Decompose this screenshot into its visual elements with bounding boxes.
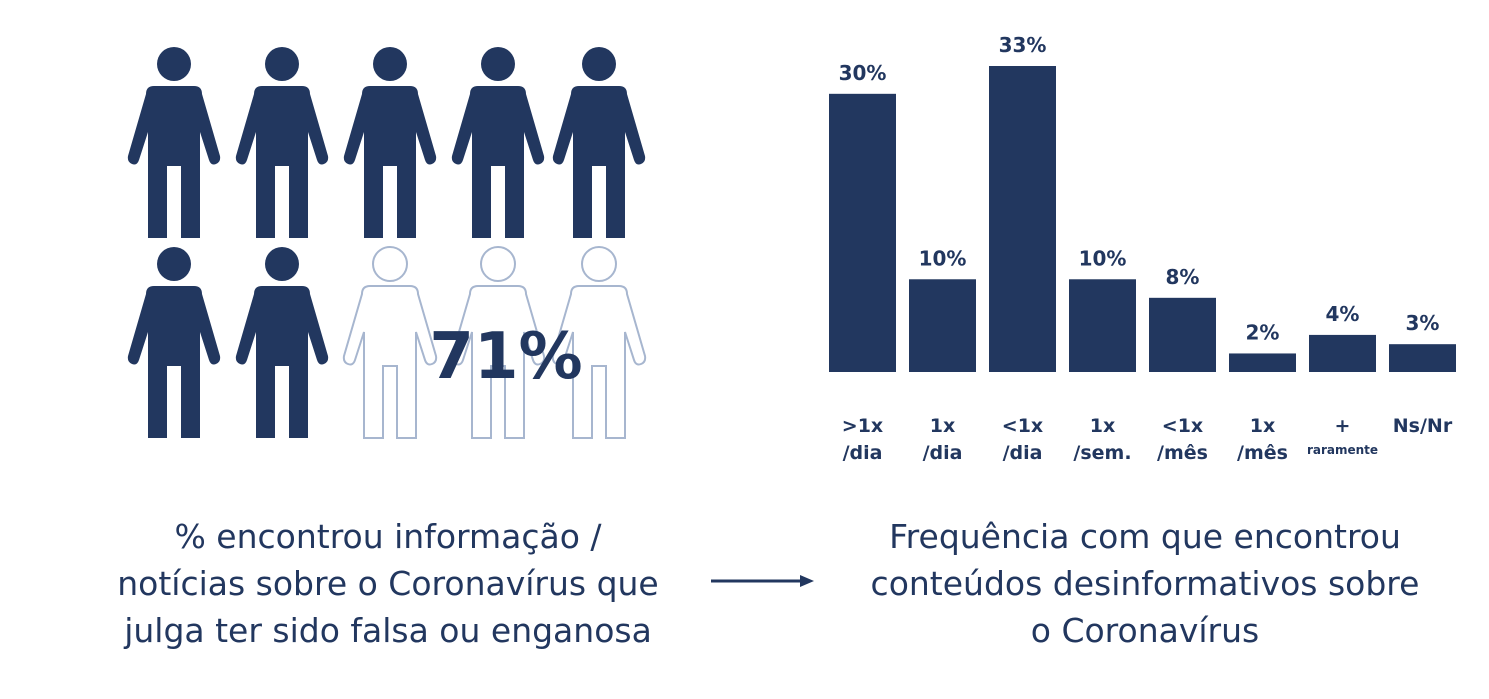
category-tick-label: 1x (1250, 415, 1275, 437)
bar (1229, 353, 1296, 372)
bar (1149, 297, 1216, 372)
caption-line: % encontrou informação / (174, 517, 602, 556)
category-tick-label: <1x (1162, 415, 1203, 437)
person-icon (343, 47, 437, 238)
category-tick-label: + (1335, 415, 1351, 437)
caption-line: o Coronavírus (1030, 611, 1260, 650)
caption-line: Frequência com que encontrou (889, 517, 1401, 556)
person-icon (342, 246, 438, 439)
category-tick-label: /mês (1157, 442, 1208, 464)
bar-value-label: 30% (839, 61, 887, 85)
bar (829, 93, 896, 373)
category-tick-label: /mês (1237, 442, 1288, 464)
bar-chart: 30% >1x/dia 10% 1x/dia 33% <1x/dia 10% 1x/sem. 8… (829, 33, 1456, 464)
chart-caption: Frequência com que encontrou conteúdos d… (840, 513, 1450, 654)
caption-line: conteúdos desinformativos sobre (870, 564, 1420, 603)
person-icon (451, 47, 545, 238)
bar (989, 66, 1056, 372)
bar-value-label: 10% (919, 246, 967, 270)
category-tick-label: /sem. (1073, 442, 1131, 464)
category-tick-label: /dia (1003, 442, 1043, 464)
bar (1309, 334, 1376, 372)
pictogram-caption: % encontrou informação / notícias sobre … (70, 513, 706, 654)
bar-value-label: 4% (1326, 302, 1360, 326)
person-icon (552, 47, 646, 238)
bar-value-label: 33% (999, 33, 1047, 57)
category-tick-label: <1x (1002, 415, 1043, 437)
person-icon (127, 247, 221, 438)
bar (1389, 344, 1456, 372)
pictogram-value-label: 71% (429, 320, 582, 394)
category-tick-label: >1x (842, 415, 883, 437)
category-tick-label: /dia (923, 442, 963, 464)
person-icon (127, 47, 221, 238)
person-icon (235, 247, 329, 438)
caption-line: notícias sobre o Coronavírus que (117, 564, 659, 603)
bar-value-label: 3% (1406, 311, 1440, 335)
bar-value-label: 8% (1166, 265, 1200, 289)
category-tick-label: raramente (1307, 443, 1378, 457)
bar (1069, 279, 1136, 372)
category-tick-label: /dia (843, 442, 883, 464)
person-icon (235, 47, 329, 238)
bar-value-label: 2% (1246, 320, 1280, 344)
category-tick-label: 1x (930, 415, 955, 437)
category-tick-label: 1x (1090, 415, 1115, 437)
arrow-right-icon (711, 575, 814, 587)
category-tick-label: Ns/Nr (1393, 415, 1453, 437)
bar (909, 279, 976, 372)
caption-line: julga ter sido falsa ou enganosa (124, 611, 652, 650)
bar-value-label: 10% (1079, 246, 1127, 270)
